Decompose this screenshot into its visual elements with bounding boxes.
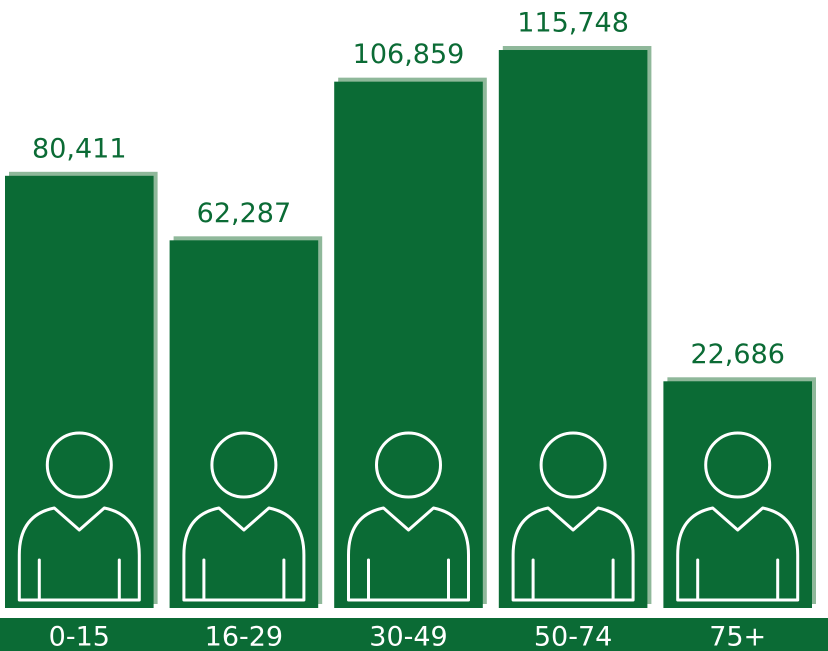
person-icon — [511, 431, 635, 602]
value-label: 106,859 — [353, 39, 465, 70]
x-tick-label: 50-74 — [534, 622, 612, 651]
icon-head — [210, 431, 278, 499]
icon-body — [511, 506, 635, 602]
person-icon — [17, 431, 141, 602]
value-label: 22,686 — [690, 339, 784, 370]
icon-head — [45, 431, 113, 499]
bar — [5, 175, 154, 609]
x-tick-label: 75+ — [709, 622, 766, 651]
category-strip — [0, 618, 828, 651]
x-tick-label: 16-29 — [205, 622, 283, 651]
bar — [663, 381, 812, 608]
icon-detail — [696, 558, 780, 602]
person-icon — [347, 431, 470, 602]
icon-head — [704, 431, 772, 499]
icon-body — [676, 506, 800, 602]
person-icon — [182, 431, 306, 602]
icon-head — [375, 431, 442, 499]
icon-detail — [202, 558, 286, 602]
x-tick-label: 0-15 — [49, 622, 110, 651]
value-label: 80,411 — [32, 133, 126, 164]
icon-body — [347, 506, 470, 602]
value-label: 62,287 — [197, 198, 291, 229]
bar — [498, 50, 648, 609]
bar — [169, 240, 319, 608]
icon-detail — [37, 558, 121, 602]
value-label: 115,748 — [517, 8, 629, 39]
x-tick-label: 30-49 — [369, 622, 447, 651]
icon-detail — [367, 558, 450, 602]
icon-detail — [531, 558, 615, 602]
icon-body — [182, 506, 306, 602]
icon-head — [539, 431, 607, 499]
person-icon — [676, 431, 800, 602]
icon-body — [17, 506, 141, 602]
